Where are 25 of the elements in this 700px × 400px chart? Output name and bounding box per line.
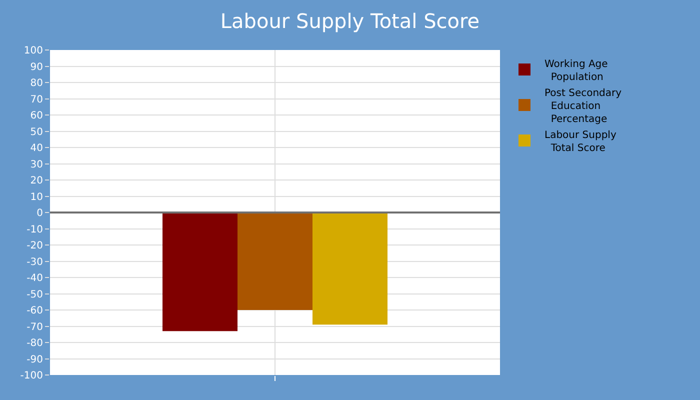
y-tick-label: 30 [30,159,43,170]
y-tick-label: 0 [36,208,43,219]
y-tick-label: -30 [26,256,43,268]
y-tick-label: 60 [30,110,43,122]
y-tick-label: 40 [30,143,43,154]
y-tick-label: -10 [26,224,43,236]
y-tick-label: 100 [24,46,43,56]
y-tick-label: -90 [26,354,43,366]
y-tick-label: 80 [30,78,43,89]
y-tick-label: -40 [26,273,43,284]
chart-title: Labour Supply Total Score [220,9,480,33]
legend-label: Labour Supply Total Score [544,130,616,154]
y-tick-label: -60 [26,306,43,316]
legend-label: Post Secondary Education Percentage [544,88,622,125]
y-tick-label: 20 [30,176,43,186]
y-tick-label: -50 [26,289,43,300]
y-tick-label: -80 [26,338,43,349]
y-tick-label: -20 [26,240,43,252]
y-tick-label: 10 [30,192,43,203]
y-tick-label: 50 [30,126,43,138]
y-tick-label: -70 [26,322,43,333]
y-tick-label: 70 [30,94,43,106]
legend-label: Working Age Population [544,58,608,83]
y-tick-label: 90 [30,62,43,73]
y-tick-label: -100 [20,370,43,382]
